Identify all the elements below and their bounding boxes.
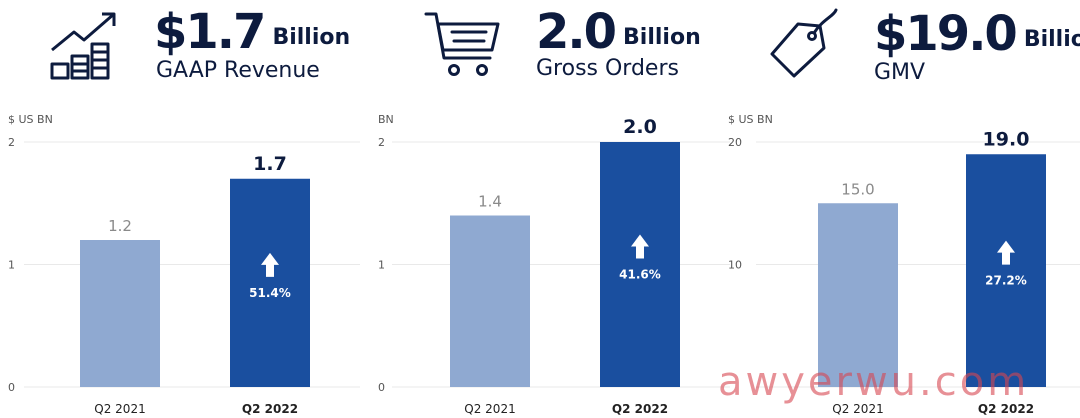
gross-orders-bar-chart: BN 0 1 2 1.4 Q2 2021 2.0 Q2 2022 41.6% (378, 113, 730, 416)
y-tick-label: 0 (378, 381, 385, 394)
up-arrow-icon (997, 240, 1015, 265)
bar (600, 142, 680, 387)
growth-label: 41.6% (619, 268, 661, 282)
kpi-unit: Billion (623, 25, 701, 50)
bar-value-label: 1.7 (253, 153, 287, 175)
kpi-value: 2.0 Billion (536, 4, 701, 60)
growth-chart-icon (50, 12, 116, 80)
x-tick-label: Q2 2021 (94, 402, 145, 416)
x-tick-label: Q2 2022 (612, 402, 668, 416)
y-tick-label: 1 (8, 259, 15, 272)
kpi-value: $1.7 Billion (154, 4, 351, 60)
bar (450, 215, 530, 387)
y-tick-label: 2 (8, 136, 15, 149)
bar-value-label: 1.2 (108, 217, 132, 235)
y-tick-label: 20 (728, 136, 742, 149)
y-axis-label: $ US BN (8, 113, 53, 126)
bar-value-label: 15.0 (841, 180, 874, 198)
kpi-label: Gross Orders (536, 56, 679, 81)
shopping-cart-icon (424, 12, 500, 76)
bar (230, 178, 310, 387)
y-tick-label: 0 (8, 381, 15, 394)
y-axis-label: $ US BN (728, 113, 773, 126)
x-tick-label: Q2 2021 (464, 402, 515, 416)
up-arrow-icon (261, 252, 279, 277)
bar-value-label: 19.0 (983, 128, 1030, 150)
kpi-unit: Billion (272, 25, 351, 50)
bar-value-label: 2.0 (623, 116, 657, 138)
y-axis-label: BN (378, 113, 394, 126)
watermark: awyerwu.com (718, 359, 1030, 405)
growth-label: 27.2% (985, 274, 1027, 288)
kpi-unit: Billion (1023, 27, 1080, 52)
bar (80, 240, 160, 387)
kpi-label: GMV (874, 60, 926, 85)
growth-label: 51.4% (249, 286, 291, 300)
x-tick-label: Q2 2022 (242, 402, 298, 416)
y-tick-label: 1 (378, 259, 385, 272)
up-arrow-icon (631, 234, 649, 259)
price-tag-icon (770, 8, 838, 78)
bar (818, 203, 898, 387)
gmv-bar-chart: $ US BN 10 20 15.0 Q2 2021 19.0 Q2 2022 27.2% (728, 113, 1080, 416)
x-tick-label: Q2 2021 (832, 402, 883, 416)
bar (966, 154, 1046, 387)
kpi-label: GAAP Revenue (156, 58, 320, 83)
bar-value-label: 1.4 (478, 193, 502, 211)
revenue-bar-chart: $ US BN 0 1 2 1.2 Q2 2021 1.7 Q2 2022 51.4% (8, 113, 360, 416)
y-tick-label: 2 (378, 136, 385, 149)
y-tick-label: 10 (728, 259, 742, 272)
x-tick-label: Q2 2022 (978, 402, 1034, 416)
